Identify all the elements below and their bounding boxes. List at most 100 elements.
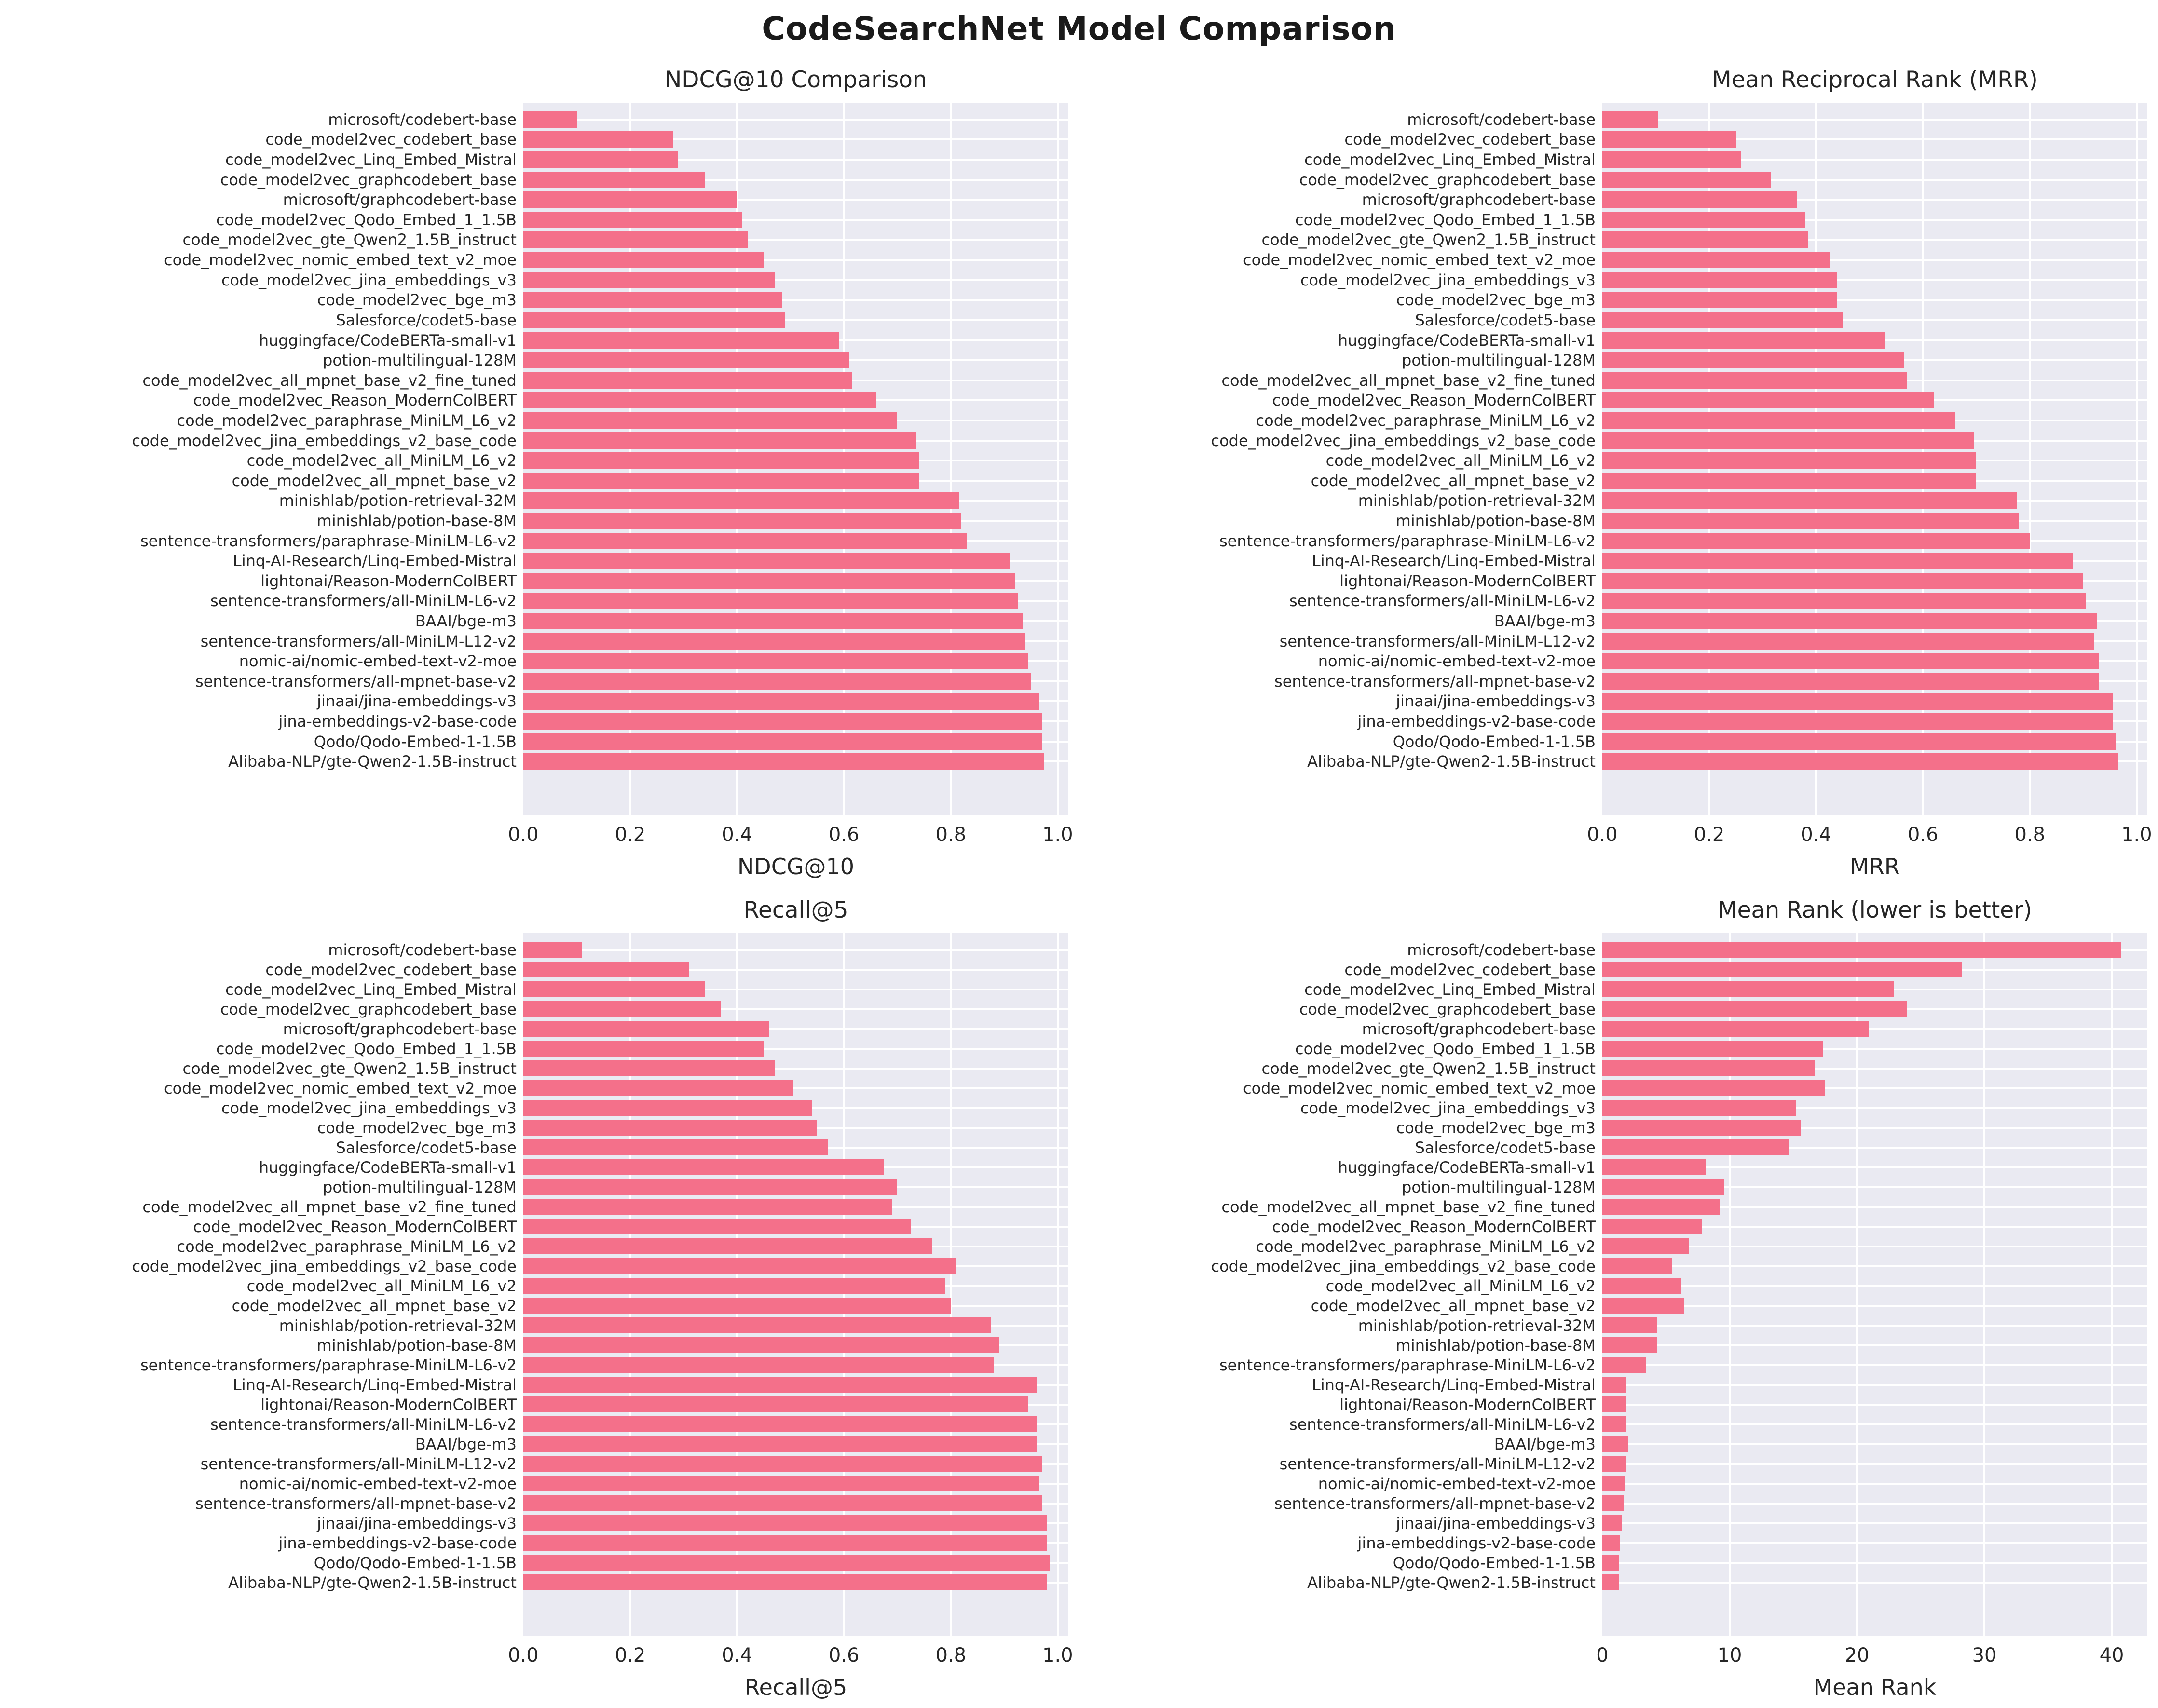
bar bbox=[1602, 1436, 1628, 1452]
chart-body: microsoft/codebert-base code_model2vec_co… bbox=[1079, 103, 2158, 815]
bar-row bbox=[1602, 711, 2147, 732]
y-tick-label: microsoft/graphcodebert-base bbox=[1362, 1019, 1596, 1038]
y-tick-label: code_model2vec_codebert_base bbox=[1344, 130, 1596, 149]
bar-row bbox=[523, 531, 1068, 551]
y-tick-label: code_model2vec_Linq_Embed_Mistral bbox=[1304, 150, 1596, 169]
y-tick-label: code_model2vec_jina_embeddings_v2_base_c… bbox=[132, 1257, 517, 1275]
bar-row bbox=[523, 1197, 1068, 1217]
bar bbox=[1602, 1376, 1627, 1393]
y-tick-label: microsoft/codebert-base bbox=[1407, 940, 1596, 959]
bar-row bbox=[1602, 270, 2147, 290]
bar-row bbox=[523, 1256, 1068, 1276]
y-tick-label: code_model2vec_Linq_Embed_Mistral bbox=[1304, 980, 1596, 999]
bar bbox=[523, 231, 748, 248]
bar-row bbox=[1602, 1296, 2147, 1315]
y-tick-label: code_model2vec_Reason_ModernColBERT bbox=[193, 391, 517, 410]
bar-row bbox=[523, 149, 1068, 170]
x-tick-label: 0.6 bbox=[828, 824, 860, 846]
y-tick-label: Salesforce/codet5-base bbox=[1415, 311, 1596, 329]
bar-row bbox=[523, 1533, 1068, 1553]
x-tick-label: 0.0 bbox=[508, 824, 539, 846]
bar-row bbox=[523, 410, 1068, 431]
x-tick-label: 0 bbox=[1596, 1644, 1609, 1667]
bars-container bbox=[523, 103, 1068, 815]
bar bbox=[523, 292, 783, 309]
bar bbox=[1602, 1179, 1725, 1195]
bar bbox=[523, 432, 916, 449]
bar-row bbox=[523, 491, 1068, 511]
x-tick-label: 0.8 bbox=[935, 1644, 967, 1667]
y-tick-label: jinaai/jina-embeddings-v3 bbox=[317, 1514, 517, 1532]
bar-row bbox=[523, 330, 1068, 351]
bar bbox=[523, 312, 785, 328]
bar bbox=[523, 492, 959, 509]
bar bbox=[523, 412, 898, 429]
chart-title: Recall@5 bbox=[743, 897, 848, 923]
y-tick-label: sentence-transformers/paraphrase-MiniLM-… bbox=[1219, 531, 1596, 550]
chart-recall5: Recall@5 microsoft/codebert-base code_mod… bbox=[0, 887, 1079, 1708]
plot-area bbox=[1602, 933, 2147, 1636]
x-tick-label: 20 bbox=[1844, 1644, 1870, 1667]
y-tick-label: code_model2vec_jina_embeddings_v2_base_c… bbox=[1211, 431, 1596, 450]
y-tick-label: code_model2vec_all_MiniLM_L6_v2 bbox=[246, 451, 517, 470]
bar bbox=[523, 1297, 951, 1314]
y-tick-label: code_model2vec_nomic_embed_text_v2_moe bbox=[1243, 251, 1596, 270]
y-tick-label: minishlab/potion-base-8M bbox=[316, 1336, 517, 1355]
bar bbox=[523, 1534, 1047, 1551]
bar bbox=[523, 532, 967, 549]
bar bbox=[1602, 673, 2100, 690]
bar bbox=[523, 1001, 721, 1017]
y-tick-label: BAAI/bge-m3 bbox=[415, 1435, 517, 1453]
bar bbox=[1602, 151, 1741, 168]
bar bbox=[523, 271, 775, 288]
bars-container bbox=[1602, 103, 2147, 815]
bar-row bbox=[1602, 511, 2147, 531]
chart-body: microsoft/codebert-base code_model2vec_co… bbox=[0, 103, 1079, 815]
x-axis-label: Mean Rank bbox=[1813, 1674, 1937, 1700]
x-tick-label: 30 bbox=[1972, 1644, 1997, 1667]
y-tick-label: code_model2vec_jina_embeddings_v2_base_c… bbox=[1211, 1257, 1596, 1275]
y-tick-label: BAAI/bge-m3 bbox=[415, 612, 517, 631]
bar bbox=[523, 1554, 1050, 1571]
chart-mrr: Mean Reciprocal Rank (MRR) microsoft/cod… bbox=[1079, 57, 2158, 887]
chart-ndcg10: NDCG@10 Comparison microsoft/codebert-ba… bbox=[0, 57, 1079, 887]
bar bbox=[523, 1574, 1047, 1591]
bar bbox=[523, 1159, 884, 1176]
y-tick-label: Qodo/Qodo-Embed-1-1.5B bbox=[1393, 732, 1596, 751]
bar bbox=[1602, 1001, 1907, 1017]
y-tick-label: minishlab/potion-retrieval-32M bbox=[1358, 491, 1596, 510]
y-tick-label: jinaai/jina-embeddings-v3 bbox=[1396, 1514, 1596, 1532]
bar bbox=[1602, 432, 1974, 449]
bar-row bbox=[1602, 1474, 2147, 1493]
bar-row bbox=[523, 1454, 1068, 1474]
y-tick-label: Alibaba-NLP/gte-Qwen2-1.5B-instruct bbox=[1307, 752, 1596, 771]
bar bbox=[1602, 1534, 1620, 1551]
bar bbox=[1602, 352, 1904, 369]
bar-row bbox=[523, 511, 1068, 531]
bar-row bbox=[523, 979, 1068, 999]
y-tick-label: code_model2vec_all_MiniLM_L6_v2 bbox=[1325, 1276, 1596, 1295]
y-tick-label: sentence-transformers/paraphrase-MiniLM-… bbox=[1219, 1356, 1596, 1374]
bar-row bbox=[1602, 979, 2147, 999]
bar-row bbox=[1602, 1335, 2147, 1355]
y-tick-label: code_model2vec_bge_m3 bbox=[317, 291, 517, 310]
bar-row bbox=[1602, 149, 2147, 170]
bar-row bbox=[1602, 691, 2147, 712]
y-tick-label: sentence-transformers/all-MiniLM-L12-v2 bbox=[200, 632, 517, 651]
y-tick-label: Linq-AI-Research/Linq-Embed-Mistral bbox=[232, 552, 517, 570]
y-tick-label: jina-embeddings-v2-base-code bbox=[278, 1533, 517, 1552]
y-tick-label: jinaai/jina-embeddings-v3 bbox=[1396, 692, 1596, 711]
bar bbox=[523, 1060, 775, 1077]
y-tick-label: code_model2vec_all_mpnet_base_v2 bbox=[1311, 1296, 1596, 1315]
bar bbox=[523, 352, 849, 369]
bar bbox=[1602, 981, 1894, 998]
bar-row bbox=[1602, 1355, 2147, 1375]
bar bbox=[1602, 1060, 1815, 1077]
bar bbox=[523, 1080, 793, 1097]
bar-row bbox=[523, 752, 1068, 772]
bar-row bbox=[523, 450, 1068, 471]
x-tick-label: 0.8 bbox=[935, 824, 967, 846]
y-tick-label: microsoft/codebert-base bbox=[328, 110, 517, 129]
bar-row bbox=[523, 1335, 1068, 1355]
y-tick-label: code_model2vec_Reason_ModernColBERT bbox=[1272, 391, 1596, 410]
